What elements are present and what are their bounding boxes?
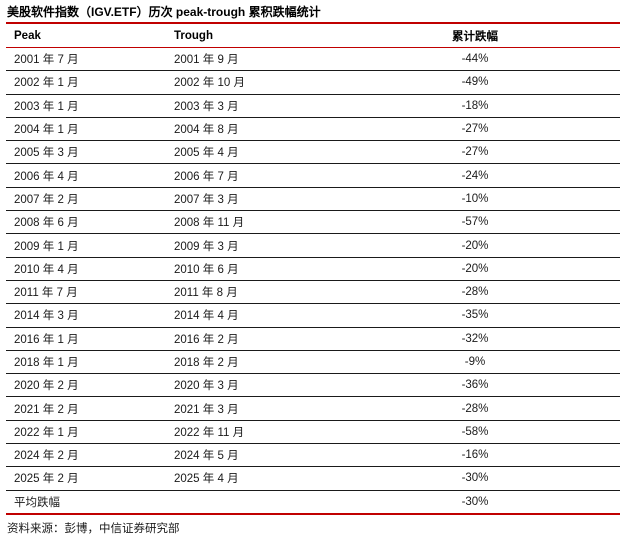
peak-cell: 2001 年 7 月 bbox=[14, 54, 79, 67]
drawdown-cell: -20% bbox=[461, 262, 489, 275]
peak-cell: 2004 年 1 月 bbox=[14, 124, 79, 137]
trough-cell: 2022 年 11 月 bbox=[174, 426, 245, 439]
drawdown-cell: -27% bbox=[461, 146, 489, 159]
trough-cell: 2020 年 3 月 bbox=[174, 380, 239, 393]
peak-cell: 2011 年 7 月 bbox=[14, 287, 78, 300]
table-row: 2007 年 2 月 2007 年 3 月 -10% bbox=[6, 187, 620, 211]
summary-label-cell: 平均跌幅 bbox=[14, 496, 60, 509]
col-header-peak: Peak bbox=[14, 29, 41, 42]
trough-cell: 2011 年 8 月 bbox=[174, 287, 238, 300]
table-row: 2024 年 2 月 2024 年 5 月 -16% bbox=[6, 444, 620, 467]
trough-cell: 2016 年 2 月 bbox=[174, 333, 239, 346]
peak-cell: 2005 年 3 月 bbox=[14, 147, 79, 160]
peak-cell: 2021 年 2 月 bbox=[14, 403, 79, 416]
table-row: 2001 年 7 月 2001 年 9 月 -44% bbox=[6, 48, 620, 71]
table-row: 2020 年 2 月 2020 年 3 月 -36% bbox=[6, 374, 620, 397]
table-row: 2003 年 1 月 2003 年 3 月 -18% bbox=[6, 94, 620, 118]
table-row: 2004 年 1 月 2004 年 8 月 -27% bbox=[6, 117, 620, 141]
table-row: 2016 年 1 月 2016 年 2 月 -32% bbox=[6, 327, 620, 351]
drawdown-cell: -9% bbox=[464, 356, 486, 368]
drawdown-cell: -28% bbox=[461, 402, 489, 415]
table-row: 2014 年 3 月 2014 年 4 月 -35% bbox=[6, 304, 620, 328]
peak-cell: 2024 年 2 月 bbox=[14, 450, 79, 463]
peak-cell: 2006 年 4 月 bbox=[14, 170, 79, 183]
peak-cell: 2020 年 2 月 bbox=[14, 380, 79, 393]
table-row: 2009 年 1 月 2009 年 3 月 -20% bbox=[6, 234, 620, 258]
table-row: 2018 年 1 月 2018 年 2 月 -9% bbox=[6, 350, 620, 374]
drawdown-cell: -30% bbox=[461, 472, 489, 485]
trough-cell: 2001 年 9 月 bbox=[174, 54, 239, 67]
summary-row: 平均跌幅 -30% bbox=[6, 490, 620, 514]
trough-cell: 2024 年 5 月 bbox=[174, 450, 239, 463]
table-row: 2021 年 2 月 2021 年 3 月 -28% bbox=[6, 397, 620, 421]
trough-cell: 2005 年 4 月 bbox=[174, 147, 239, 160]
summary-value-cell: -30% bbox=[461, 495, 489, 508]
drawdown-cell: -20% bbox=[461, 239, 489, 252]
drawdown-cell: -58% bbox=[461, 425, 489, 438]
table-row: 2025 年 2 月 2025 年 4 月 -30% bbox=[6, 467, 620, 491]
peak-cell: 2002 年 1 月 bbox=[14, 77, 79, 90]
drawdown-cell: -16% bbox=[461, 449, 489, 462]
drawdown-cell: -10% bbox=[461, 192, 489, 205]
table-row: 2005 年 3 月 2005 年 4 月 -27% bbox=[6, 141, 620, 164]
trough-cell: 2010 年 6 月 bbox=[174, 263, 239, 276]
trough-cell: 2025 年 4 月 bbox=[174, 473, 239, 486]
peak-cell: 2025 年 2 月 bbox=[14, 473, 79, 486]
peak-cell: 2022 年 1 月 bbox=[14, 426, 79, 439]
peak-cell: 2016 年 1 月 bbox=[14, 333, 79, 346]
trough-cell: 2021 年 3 月 bbox=[174, 403, 239, 416]
drawdown-cell: -57% bbox=[461, 216, 489, 229]
drawdown-cell: -24% bbox=[461, 169, 489, 182]
col-header-trough: Trough bbox=[174, 29, 213, 42]
drawdown-cell: -27% bbox=[461, 123, 489, 136]
peak-cell: 2010 年 4 月 bbox=[14, 263, 79, 276]
drawdown-cell: -44% bbox=[461, 53, 489, 66]
peak-cell: 2018 年 1 月 bbox=[14, 357, 79, 369]
table-row: 2008 年 6 月 2008 年 11 月 -57% bbox=[6, 211, 620, 234]
peak-cell: 2014 年 3 月 bbox=[14, 310, 79, 323]
trough-cell: 2003 年 3 月 bbox=[174, 100, 239, 113]
peak-cell: 2007 年 2 月 bbox=[14, 193, 79, 206]
source-note: 资料来源：彭博，中信证券研究部 bbox=[7, 522, 180, 535]
table-row: 2011 年 7 月 2011 年 8 月 -28% bbox=[6, 280, 620, 304]
trough-cell: 2018 年 2 月 bbox=[174, 357, 239, 369]
col-header-drawdown: 累计跌幅 bbox=[452, 30, 498, 43]
trough-cell: 2007 年 3 月 bbox=[174, 193, 239, 206]
drawdown-cell: -32% bbox=[461, 332, 489, 345]
summary-empty-cell bbox=[174, 490, 330, 514]
table-body: 2001 年 7 月 2001 年 9 月 -44% 2002 年 1 月 2002 年… bbox=[6, 48, 620, 514]
trough-cell: 2009 年 3 月 bbox=[174, 240, 239, 253]
drawdown-cell: -49% bbox=[461, 76, 489, 89]
peak-cell: 2003 年 1 月 bbox=[14, 100, 79, 113]
table-row: 2010 年 4 月 2010 年 6 月 -20% bbox=[6, 257, 620, 281]
table-header-row: Peak Trough 累计跌幅 bbox=[6, 23, 620, 48]
table-row: 2022 年 1 月 2022 年 11 月 -58% bbox=[6, 420, 620, 444]
drawdown-cell: -35% bbox=[461, 309, 489, 322]
trough-cell: 2008 年 11 月 bbox=[174, 217, 245, 230]
peak-trough-table: Peak Trough 累计跌幅 2001 年 7 月 2001 年 9 月 -44… bbox=[6, 22, 620, 515]
peak-cell: 2009 年 1 月 bbox=[14, 240, 79, 253]
drawdown-cell: -28% bbox=[461, 286, 489, 299]
drawdown-cell: -18% bbox=[461, 99, 489, 112]
trough-cell: 2002 年 10 月 bbox=[174, 77, 245, 90]
peak-cell: 2008 年 6 月 bbox=[14, 217, 79, 230]
trough-cell: 2014 年 4 月 bbox=[174, 310, 239, 323]
trough-cell: 2006 年 7 月 bbox=[174, 170, 239, 183]
table-row: 2006 年 4 月 2006 年 7 月 -24% bbox=[6, 164, 620, 188]
trough-cell: 2004 年 8 月 bbox=[174, 124, 239, 137]
table-row: 2002 年 1 月 2002 年 10 月 -49% bbox=[6, 71, 620, 95]
figure-title: 美股软件指数（IGV.ETF）历次 peak-trough 累积跌幅统计 bbox=[7, 5, 321, 19]
drawdown-cell: -36% bbox=[461, 379, 489, 392]
